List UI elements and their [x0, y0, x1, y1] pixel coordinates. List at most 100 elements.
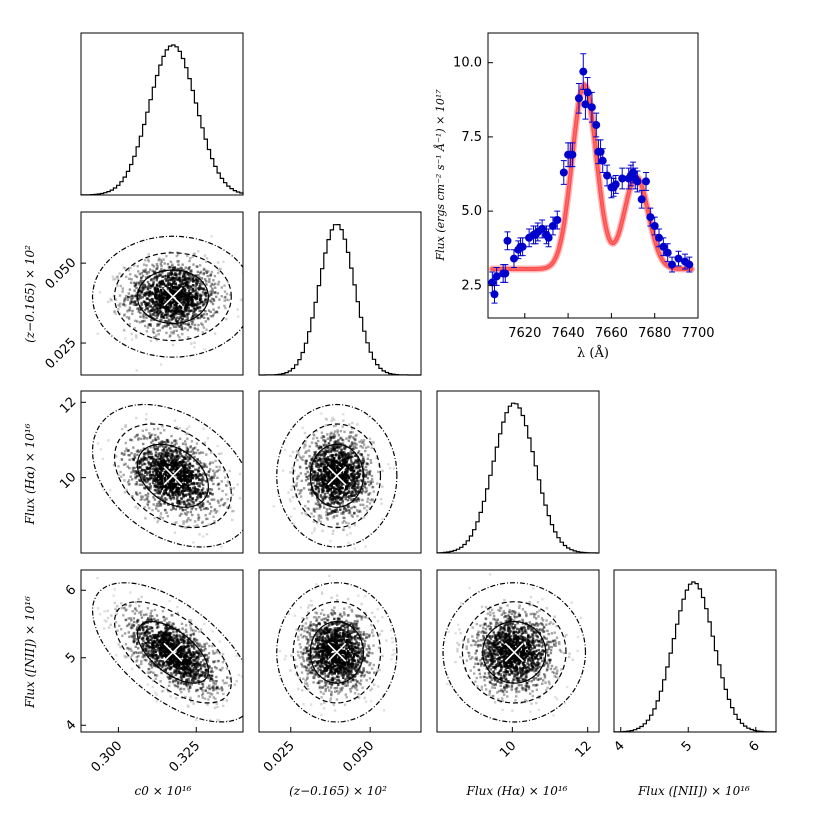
sample-point — [343, 462, 346, 466]
sample-point — [170, 456, 173, 459]
sample-point — [135, 481, 139, 484]
sample-point — [154, 464, 157, 467]
sample-point — [193, 309, 197, 312]
sample-point — [348, 496, 351, 499]
sample-point — [119, 470, 122, 474]
sample-point — [155, 505, 158, 508]
sample-point — [145, 485, 148, 488]
sample-point — [210, 674, 214, 678]
sample-point — [206, 437, 210, 440]
sample-point — [311, 494, 314, 497]
sample-point — [195, 274, 198, 277]
sample-point — [136, 265, 139, 268]
sample-point — [203, 642, 206, 646]
sample-point — [308, 465, 311, 469]
sample-point — [210, 300, 213, 304]
sample-point — [205, 313, 208, 316]
sample-point — [170, 496, 173, 499]
sample-point — [140, 662, 143, 665]
sample-point — [198, 506, 201, 509]
sample-point — [183, 306, 187, 309]
sample-point — [117, 465, 120, 468]
sample-point — [356, 465, 359, 468]
sample-point — [211, 287, 214, 290]
sample-point — [212, 283, 215, 286]
sample-point — [150, 452, 153, 456]
sample-point — [139, 280, 142, 283]
sample-point — [163, 499, 167, 503]
sample-point — [179, 266, 182, 269]
sample-point — [135, 642, 139, 645]
sample-point — [192, 541, 195, 544]
sample-point — [177, 253, 180, 256]
sample-point — [367, 415, 370, 419]
sample-point — [186, 669, 189, 672]
sample-point — [357, 510, 360, 514]
sample-point — [158, 319, 162, 322]
sample-point — [333, 436, 336, 439]
sample-point — [133, 634, 136, 637]
sample-point — [307, 500, 310, 503]
sample-point — [175, 254, 178, 258]
sample-point — [157, 509, 160, 512]
sample-point — [330, 510, 333, 513]
sample-point — [348, 526, 351, 529]
sample-point — [171, 309, 175, 313]
sample-point — [323, 473, 326, 476]
sample-point — [203, 441, 206, 444]
sample-point — [344, 488, 347, 491]
sample-point — [303, 446, 306, 449]
sample-point — [302, 455, 305, 458]
sample-point — [140, 437, 143, 441]
sample-point — [324, 458, 327, 461]
sample-point — [346, 499, 350, 502]
sample-point — [174, 283, 177, 286]
sample-point — [214, 286, 217, 289]
sample-point — [175, 498, 179, 501]
sample-point — [143, 324, 147, 328]
sample-point — [334, 489, 337, 492]
sample-point — [130, 332, 133, 335]
sample-point — [355, 499, 358, 502]
sample-point — [218, 640, 221, 643]
sample-point — [121, 427, 124, 431]
sample-point — [159, 457, 162, 460]
sample-point — [161, 291, 164, 294]
sample-point — [331, 532, 334, 535]
sample-point — [328, 480, 331, 483]
sample-point — [205, 657, 208, 661]
sample-point — [319, 493, 323, 497]
sample-point — [168, 680, 171, 684]
sample-point — [196, 524, 199, 527]
sample-point — [149, 476, 152, 479]
sample-point — [129, 301, 132, 304]
sample-point — [364, 465, 368, 469]
sample-point — [182, 292, 185, 295]
sample-point — [314, 450, 317, 454]
sample-point — [160, 502, 163, 506]
sample-point — [148, 432, 151, 435]
sample-point — [321, 476, 325, 479]
sample-point — [190, 299, 194, 303]
sample-point — [193, 455, 196, 459]
sample-point — [166, 458, 169, 461]
sample-point — [332, 418, 336, 421]
sample-point — [141, 495, 144, 498]
sample-point — [163, 274, 167, 278]
sample-point — [160, 264, 163, 268]
sample-point — [154, 674, 157, 677]
sample-point — [165, 294, 168, 297]
sample-point — [198, 264, 202, 267]
sample-point — [204, 300, 207, 304]
sample-point — [358, 440, 361, 444]
sample-point — [158, 482, 162, 485]
sample-point — [351, 436, 355, 439]
sample-point — [167, 295, 171, 298]
sample-point — [221, 652, 225, 656]
sample-point — [194, 670, 197, 673]
sample-point — [247, 288, 249, 290]
sample-point — [329, 447, 332, 450]
sample-point — [174, 469, 178, 472]
sample-point — [164, 508, 167, 512]
